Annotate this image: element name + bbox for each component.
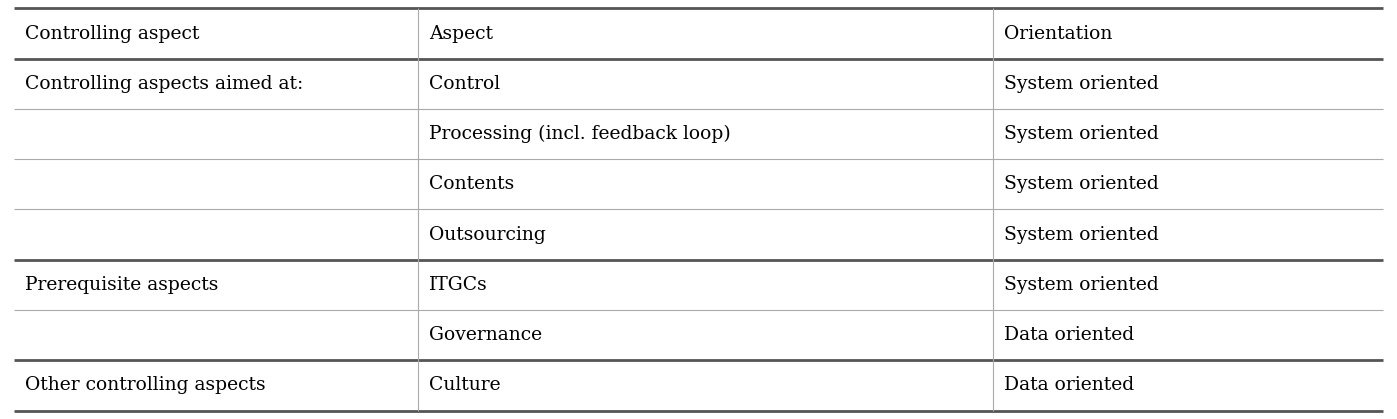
Text: Other controlling aspects: Other controlling aspects xyxy=(25,377,265,394)
Text: Outsourcing: Outsourcing xyxy=(429,226,546,243)
Text: Controlling aspects aimed at:: Controlling aspects aimed at: xyxy=(25,75,303,93)
Text: System oriented: System oriented xyxy=(1004,75,1158,93)
Text: Data oriented: Data oriented xyxy=(1004,326,1134,344)
Text: ITGCs: ITGCs xyxy=(429,276,488,294)
Text: Prerequisite aspects: Prerequisite aspects xyxy=(25,276,218,294)
Text: Controlling aspect: Controlling aspect xyxy=(25,25,200,42)
Text: Contents: Contents xyxy=(429,176,514,193)
Text: Aspect: Aspect xyxy=(429,25,493,42)
Text: Governance: Governance xyxy=(429,326,542,344)
Text: Control: Control xyxy=(429,75,500,93)
Text: Culture: Culture xyxy=(429,377,500,394)
Text: System oriented: System oriented xyxy=(1004,276,1158,294)
Text: Processing (incl. feedback loop): Processing (incl. feedback loop) xyxy=(429,125,731,143)
Text: System oriented: System oriented xyxy=(1004,125,1158,143)
Text: Orientation: Orientation xyxy=(1004,25,1112,42)
Text: Data oriented: Data oriented xyxy=(1004,377,1134,394)
Text: System oriented: System oriented xyxy=(1004,226,1158,243)
Text: System oriented: System oriented xyxy=(1004,176,1158,193)
